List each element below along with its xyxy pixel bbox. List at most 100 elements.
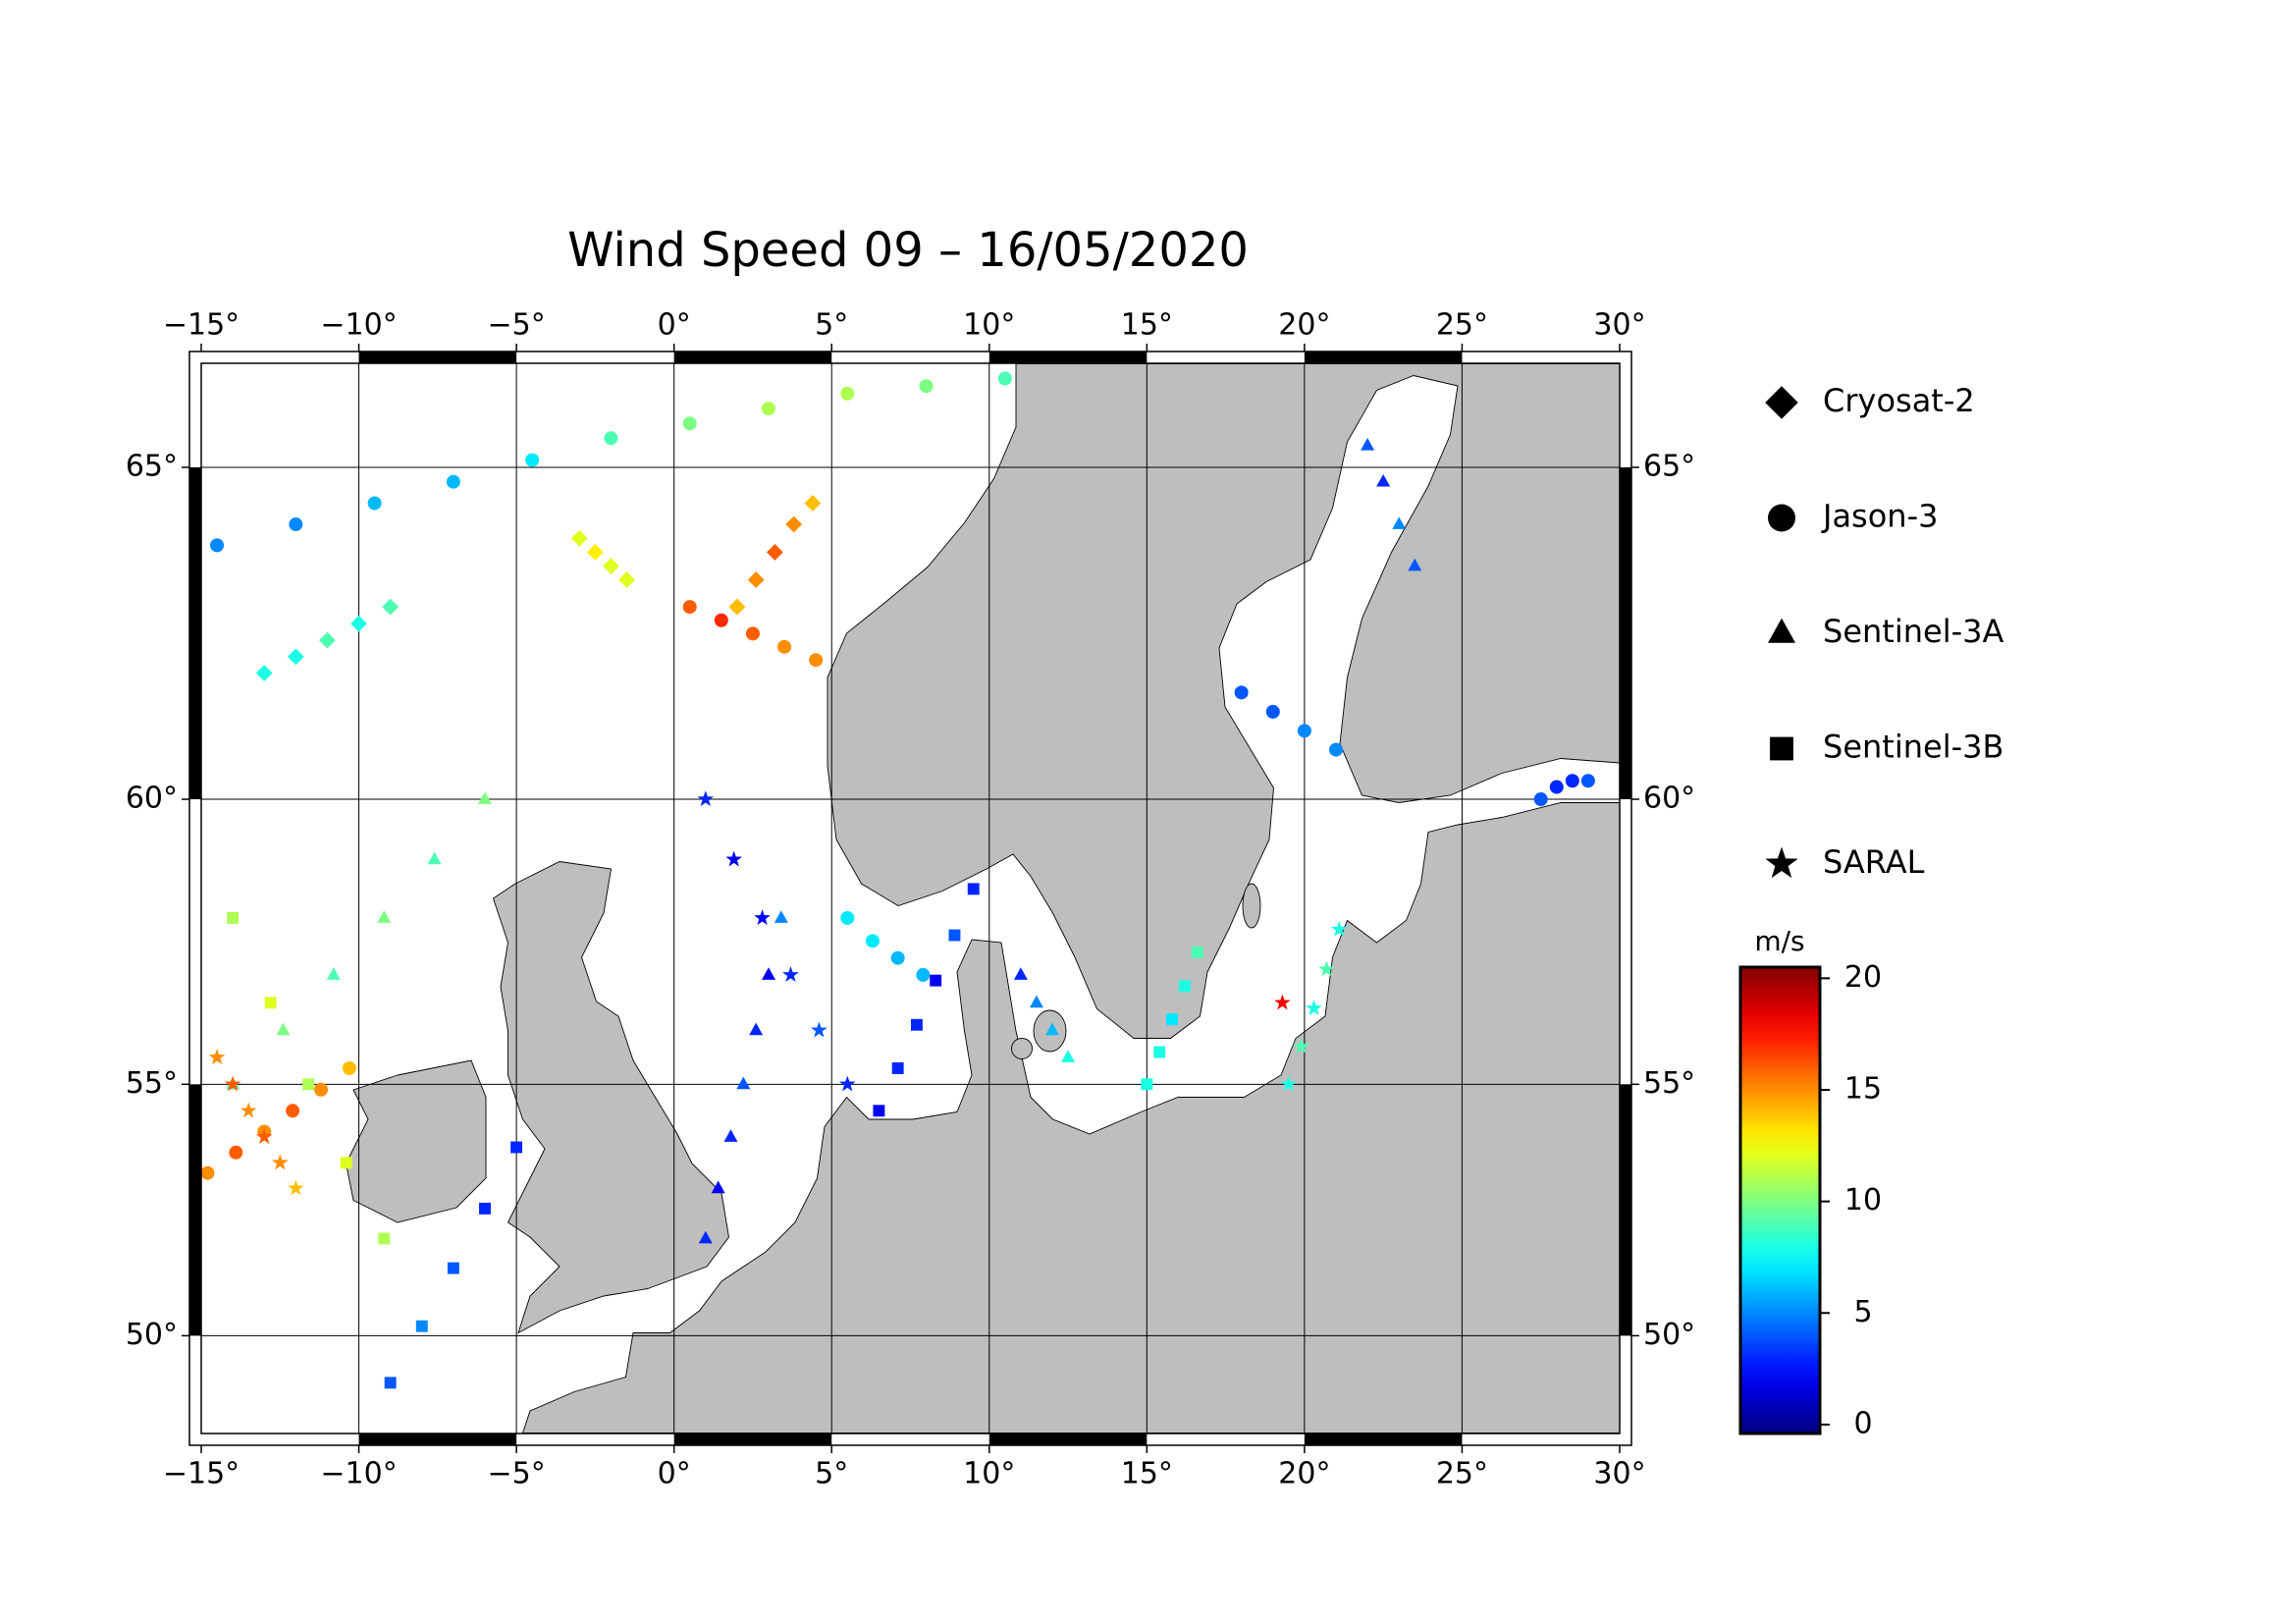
colorbar: m/s 0 5 10 15 20 xyxy=(1738,925,1882,1440)
y-tick-label: 55° xyxy=(1643,1066,1695,1101)
data-point xyxy=(873,1105,885,1117)
data-point xyxy=(1013,967,1028,980)
frame-bar xyxy=(1304,352,1463,363)
data-point xyxy=(1330,920,1348,937)
x-tick-label: −5° xyxy=(487,308,545,343)
data-point xyxy=(201,1165,215,1180)
land-layer xyxy=(346,363,1620,1434)
land-gotland xyxy=(1242,883,1261,929)
frame-bar xyxy=(1620,466,1631,800)
data-point xyxy=(698,1230,713,1244)
x-tick-label: −15° xyxy=(163,308,240,343)
data-point xyxy=(1408,558,1422,571)
legend-symbol xyxy=(1765,386,1798,419)
data-point xyxy=(264,997,277,1009)
data-point xyxy=(1029,995,1043,1008)
data-point xyxy=(910,1018,923,1031)
data-point xyxy=(378,1232,391,1245)
data-point xyxy=(1265,704,1280,719)
data-point xyxy=(1061,1050,1076,1062)
data-point xyxy=(271,1154,289,1170)
frame-bar xyxy=(673,1434,832,1445)
data-point xyxy=(510,1141,523,1154)
y-tick-label: 65° xyxy=(1643,449,1695,483)
data-point xyxy=(865,934,880,948)
x-tick-label: −5° xyxy=(487,1457,545,1491)
data-point xyxy=(447,1262,459,1274)
x-tick-label: 5° xyxy=(815,308,848,343)
x-tick-label: 15° xyxy=(1121,1457,1173,1491)
data-point xyxy=(1361,438,1375,451)
data-point xyxy=(302,1078,315,1091)
frame-bar xyxy=(189,466,201,800)
data-point xyxy=(384,1377,397,1389)
data-point xyxy=(997,371,1012,386)
x-tick-label: 30° xyxy=(1593,308,1645,343)
data-point xyxy=(890,950,905,965)
data-point xyxy=(1178,980,1191,993)
data-point xyxy=(570,529,588,547)
data-point xyxy=(350,615,367,632)
data-point xyxy=(728,598,746,616)
data-point xyxy=(382,598,400,616)
legend-symbol xyxy=(1765,846,1798,879)
data-point xyxy=(276,1022,291,1036)
data-point xyxy=(1141,1078,1153,1091)
colorbar-bar xyxy=(1738,965,1822,1435)
data-point xyxy=(747,571,765,588)
data-point xyxy=(415,1320,428,1332)
data-point xyxy=(916,967,931,982)
data-point xyxy=(255,665,273,681)
data-point xyxy=(342,1060,356,1075)
data-point xyxy=(618,571,635,588)
x-tick-label: 15° xyxy=(1121,308,1173,343)
data-point xyxy=(427,851,442,865)
data-point xyxy=(1191,946,1203,958)
colorbar-tick-label: 10 xyxy=(1844,1183,1882,1217)
data-point xyxy=(811,1021,828,1038)
land-funen xyxy=(1011,1038,1033,1059)
data-point xyxy=(1297,724,1311,738)
data-point xyxy=(1153,1046,1166,1058)
data-point xyxy=(525,453,540,467)
data-point xyxy=(1306,1000,1322,1016)
frame-bar xyxy=(358,352,517,363)
x-tick-label: 20° xyxy=(1278,308,1330,343)
legend-label: Cryosat-2 xyxy=(1823,382,1975,419)
data-point xyxy=(785,515,803,533)
data-point xyxy=(948,929,961,942)
data-point xyxy=(1293,1038,1309,1055)
data-point xyxy=(224,1075,241,1092)
data-point xyxy=(227,912,240,924)
data-points xyxy=(201,371,1595,1389)
legend: Cryosat-2 Jason-3 Sentinel-3A Sentinel-3B SA… xyxy=(1765,382,2003,881)
legend-symbol xyxy=(1770,736,1793,761)
legend-symbol xyxy=(1768,618,1795,643)
data-point xyxy=(840,910,855,925)
data-point xyxy=(809,653,824,668)
x-tick-label: 20° xyxy=(1278,1457,1330,1491)
data-point xyxy=(240,1102,257,1118)
data-point xyxy=(1580,774,1595,788)
y-tick-label: 55° xyxy=(126,1066,178,1101)
data-point xyxy=(586,544,604,561)
chart-title: Wind Speed 09 – 16/05/2020 xyxy=(567,223,1249,278)
data-point xyxy=(288,1179,304,1196)
data-point xyxy=(377,910,392,923)
frame: −15° −15° −10° −10° −5° −5° 0° 0° 5° 5° 10° 10° 15° 1… xyxy=(126,308,1695,1491)
data-point xyxy=(1329,742,1343,757)
x-tick-label: 0° xyxy=(658,308,691,343)
data-point xyxy=(1045,1022,1059,1036)
frame-bar xyxy=(1304,1434,1463,1445)
x-tick-label: 10° xyxy=(963,308,1015,343)
data-point xyxy=(326,967,341,980)
data-point xyxy=(478,791,492,804)
frame-bar xyxy=(988,352,1148,363)
data-point xyxy=(208,1049,226,1065)
frame-bar xyxy=(988,1434,1148,1445)
data-point xyxy=(340,1157,352,1169)
legend-label: Jason-3 xyxy=(1821,498,1938,535)
data-point xyxy=(736,1076,751,1090)
map-border-outer xyxy=(188,351,1632,1446)
